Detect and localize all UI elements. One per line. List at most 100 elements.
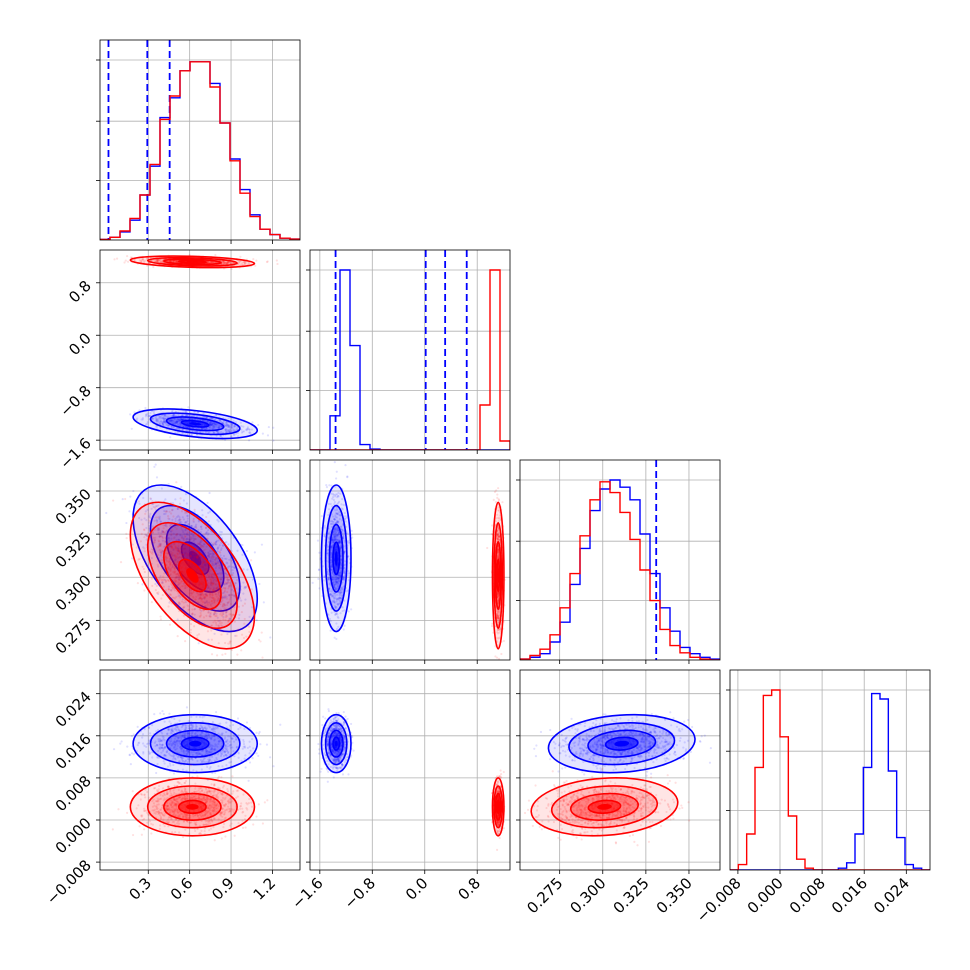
scatter-point (190, 592, 193, 595)
scatter-point (180, 536, 183, 539)
scatter-point (204, 526, 208, 530)
scatter-point (157, 528, 160, 531)
scatter-point (205, 531, 209, 534)
scatter-point (169, 568, 172, 571)
scatter-point (221, 544, 224, 547)
scatter-point (172, 596, 175, 599)
scatter-point (340, 589, 343, 592)
scatter-point (215, 539, 218, 543)
scatter-point (206, 260, 209, 264)
scatter-point (196, 556, 199, 559)
scatter-point (160, 549, 163, 552)
scatter-point (234, 634, 237, 637)
scatter-point (217, 624, 220, 627)
scatter-point (169, 530, 172, 533)
scatter-point (148, 414, 151, 417)
scatter-point (190, 417, 193, 421)
scatter-point (199, 596, 202, 599)
scatter-point (187, 538, 191, 541)
scatter-point (182, 418, 185, 421)
scatter-point (178, 520, 182, 523)
scatter-point (166, 534, 169, 537)
scatter-point (218, 431, 221, 434)
scatter-point (199, 613, 203, 617)
scatter-point (205, 545, 208, 548)
scatter-point (214, 558, 217, 561)
scatter-point (177, 423, 180, 427)
scatter-point (164, 589, 168, 592)
scatter-point (208, 574, 211, 577)
scatter-point (195, 556, 198, 559)
scatter-point (207, 529, 210, 532)
scatter-point (206, 630, 210, 633)
scatter-point (221, 556, 224, 560)
scatter-point (192, 553, 195, 556)
scatter-point (213, 590, 216, 594)
scatter-point (213, 611, 217, 614)
scatter-point (212, 422, 215, 425)
scatter-point (164, 510, 167, 513)
scatter-point (248, 630, 251, 633)
scatter-point (251, 578, 254, 581)
scatter-point (174, 545, 177, 548)
scatter-point (200, 525, 203, 529)
scatter-point (173, 589, 176, 592)
scatter-point (191, 608, 194, 611)
scatter-point (156, 559, 159, 562)
scatter-point (180, 527, 183, 531)
scatter-point (166, 423, 169, 426)
panel-0-0 (96, 39, 301, 244)
scatter-point (177, 539, 181, 542)
scatter-point (226, 578, 229, 581)
scatter-point (335, 606, 338, 609)
scatter-point (187, 554, 190, 557)
scatter-point (145, 533, 148, 536)
scatter-point (144, 512, 147, 515)
scatter-point (257, 423, 260, 427)
scatter-point (177, 427, 181, 431)
scatter-point (205, 568, 208, 571)
scatter-point (171, 419, 174, 422)
scatter-point (178, 601, 181, 604)
scatter-point (151, 531, 154, 534)
scatter-point (170, 419, 173, 422)
scatter-point (229, 426, 232, 429)
scatter-point (207, 611, 210, 614)
scatter-point (254, 264, 257, 267)
scatter-point (206, 420, 209, 423)
scatter-point (209, 559, 212, 562)
scatter-point (225, 261, 228, 264)
scatter-point (172, 537, 175, 540)
scatter-point (191, 533, 194, 536)
scatter-point (204, 592, 207, 596)
scatter-point (167, 567, 170, 570)
scatter-point (173, 565, 177, 568)
scatter-point (231, 261, 235, 264)
scatter-point (181, 418, 184, 421)
scatter-point (167, 415, 170, 418)
scatter-point (160, 597, 163, 600)
panel-content (310, 250, 510, 450)
scatter-point (162, 420, 165, 423)
scatter-point (164, 419, 167, 423)
scatter-point (175, 573, 178, 576)
scatter-point (152, 548, 155, 552)
scatter-point (202, 412, 205, 415)
scatter-point (159, 520, 162, 523)
scatter-point (208, 421, 211, 424)
scatter-point (158, 548, 161, 552)
scatter-point (177, 547, 180, 550)
histogram-series-0 (310, 269, 510, 450)
scatter-point (333, 636, 336, 639)
scatter-point (159, 534, 163, 538)
scatter-point (224, 261, 227, 264)
scatter-point (210, 580, 213, 583)
scatter-point (169, 593, 173, 596)
scatter-point (217, 425, 221, 428)
scatter-point (218, 619, 221, 623)
scatter-point (191, 612, 194, 615)
scatter-point (218, 550, 221, 553)
scatter-point (216, 430, 219, 433)
scatter-point (185, 538, 188, 541)
scatter-point (204, 595, 207, 599)
